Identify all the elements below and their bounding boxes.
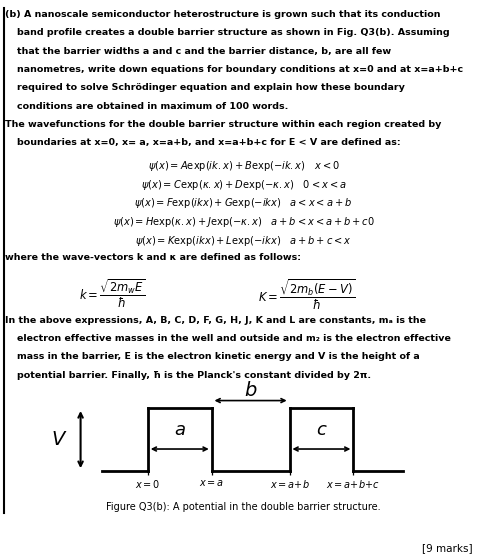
- Text: $K = \dfrac{\sqrt{2m_b(E-V)}}{\hbar}$: $K = \dfrac{\sqrt{2m_b(E-V)}}{\hbar}$: [258, 278, 356, 312]
- Text: In the above expressions, A, B, C, D, F, G, H, J, K and L are constants, mₐ is t: In the above expressions, A, B, C, D, F,…: [5, 316, 426, 325]
- Text: where the wave-vectors k and κ are defined as follows:: where the wave-vectors k and κ are defin…: [5, 253, 301, 262]
- Text: band profile creates a double barrier structure as shown in Fig. Q3(b). Assuming: band profile creates a double barrier st…: [17, 28, 450, 37]
- Text: conditions are obtained in maximum of 100 words.: conditions are obtained in maximum of 10…: [17, 102, 288, 110]
- Text: Figure Q3(b): A potential in the double barrier structure.: Figure Q3(b): A potential in the double …: [106, 502, 381, 512]
- Text: $\mathbf{\mathit{c}}$: $\mathbf{\mathit{c}}$: [316, 421, 327, 439]
- Text: (b) A nanoscale semiconductor heterostructure is grown such that its conduction: (b) A nanoscale semiconductor heterostru…: [5, 10, 440, 19]
- Text: [9 marks]: [9 marks]: [422, 543, 472, 553]
- Text: The wavefunctions for the double barrier structure within each region created by: The wavefunctions for the double barrier…: [5, 120, 441, 129]
- Text: electron effective masses in the well and outside and m₂ is the electron effecti: electron effective masses in the well an…: [17, 334, 451, 343]
- Text: $\psi(x) = C\exp(\kappa.x) + D\exp(-\kappa.x)\quad 0 < x < a$: $\psi(x) = C\exp(\kappa.x) + D\exp(-\kap…: [141, 178, 346, 191]
- Text: $\psi(x) = A\exp(ik.x) + B\exp(-ik.x)\quad x < 0$: $\psi(x) = A\exp(ik.x) + B\exp(-ik.x)\qu…: [148, 159, 339, 173]
- Text: $\psi(x) = K\exp(ikx) + L\exp(-ikx)\quad a+b+c < x$: $\psi(x) = K\exp(ikx) + L\exp(-ikx)\quad…: [135, 234, 352, 248]
- Text: $\psi(x) = H\exp(\kappa.x) + J\exp(-\kappa.x)\quad a+b < x < a+b+c0$: $\psi(x) = H\exp(\kappa.x) + J\exp(-\kap…: [112, 215, 375, 229]
- Text: $k = \dfrac{\sqrt{2m_w E}}{\hbar}$: $k = \dfrac{\sqrt{2m_w E}}{\hbar}$: [79, 278, 145, 310]
- Text: $x{=}a{+}b$: $x{=}a{+}b$: [270, 478, 309, 490]
- Text: nanometres, write down equations for boundary conditions at x=0 and at x=a+b+c: nanometres, write down equations for bou…: [17, 65, 463, 74]
- Text: $x{=}a{+}b{+}c$: $x{=}a{+}b{+}c$: [326, 478, 380, 490]
- Text: $\psi(x) = F\exp(ikx) + G\exp(-ikx)\quad a < x < a+b$: $\psi(x) = F\exp(ikx) + G\exp(-ikx)\quad…: [134, 196, 353, 210]
- Text: $\mathbf{\mathit{V}}$: $\mathbf{\mathit{V}}$: [51, 430, 68, 449]
- Text: $x{=}0$: $x{=}0$: [135, 478, 161, 490]
- Text: boundaries at x=0, x= a, x=a+b, and x=a+b+c for E < V are defined as:: boundaries at x=0, x= a, x=a+b, and x=a+…: [17, 138, 401, 147]
- Text: $\mathbf{\mathit{a}}$: $\mathbf{\mathit{a}}$: [174, 421, 186, 439]
- Text: mass in the barrier, E is the electron kinetic energy and V is the height of a: mass in the barrier, E is the electron k…: [17, 352, 420, 361]
- Text: $x{=}a$: $x{=}a$: [199, 478, 225, 488]
- Text: that the barrier widths a and c and the barrier distance, b, are all few: that the barrier widths a and c and the …: [17, 47, 391, 56]
- Text: $\mathbf{\mathit{b}}$: $\mathbf{\mathit{b}}$: [244, 381, 257, 400]
- Text: required to solve Schrödinger equation and explain how these boundary: required to solve Schrödinger equation a…: [17, 83, 405, 92]
- Text: potential barrier. Finally, ħ is the Planck's constant divided by 2π.: potential barrier. Finally, ħ is the Pla…: [17, 371, 371, 380]
